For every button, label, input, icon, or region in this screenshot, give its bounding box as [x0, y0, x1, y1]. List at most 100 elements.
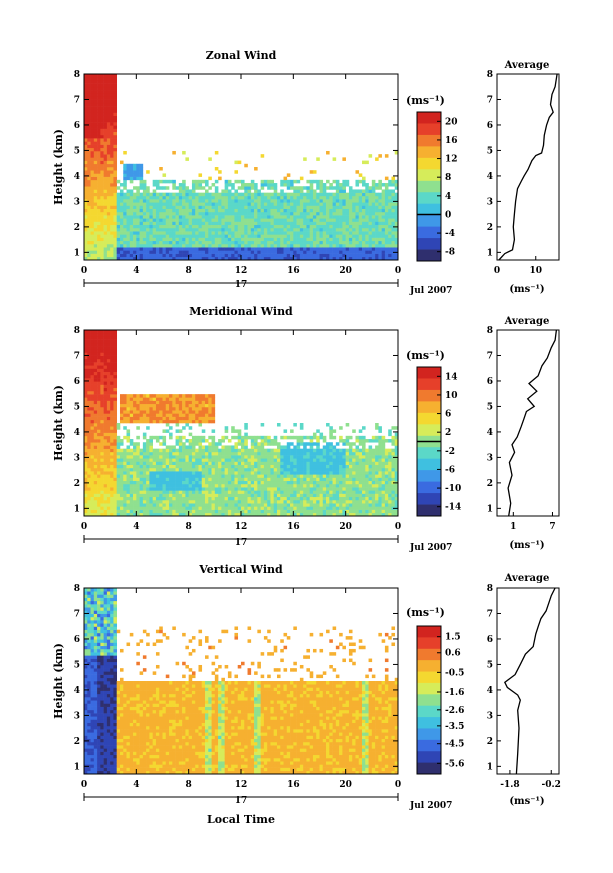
zonal-wind-cell [188, 250, 193, 254]
meridional-wind-cell [221, 461, 225, 465]
zonal-wind-profile-y-label: 7 [487, 95, 493, 105]
zonal-wind-cell [237, 208, 242, 213]
meridional-wind-cell [110, 419, 114, 424]
meridional-wind-cell [129, 464, 134, 469]
zonal-wind-cell [110, 138, 114, 142]
zonal-wind-cell [348, 205, 353, 209]
meridional-wind-cell [247, 496, 252, 501]
meridional-wind-cell [296, 445, 301, 449]
zonal-wind-cell [119, 205, 124, 209]
zonal-wind-cell [254, 195, 258, 200]
meridional-wind-cell [136, 435, 140, 440]
zonal-wind-cell [306, 202, 310, 206]
zonal-wind-cell [241, 221, 245, 226]
meridional-wind-cell [178, 400, 183, 405]
zonal-wind-cell [211, 199, 216, 203]
zonal-wind-unit-label: (ms⁻¹) [406, 94, 445, 107]
meridional-wind-cell [224, 509, 229, 514]
meridional-wind-cell [129, 455, 134, 459]
zonal-wind-cell [299, 224, 304, 229]
meridional-wind-cell [90, 342, 95, 347]
meridional-wind-cell [110, 410, 114, 414]
zonal-wind-cell [149, 205, 153, 209]
zonal-wind-cell [388, 237, 392, 242]
meridional-wind-cell [221, 448, 225, 453]
zonal-wind-cell [316, 211, 320, 216]
zonal-wind-cell [123, 199, 127, 203]
zonal-wind-cell [110, 154, 114, 158]
meridional-wind-cell [267, 487, 271, 491]
zonal-wind-cell [165, 231, 170, 235]
meridional-wind-cell [201, 445, 206, 449]
zonal-wind-cell [362, 250, 366, 254]
meridional-wind-cell [90, 439, 95, 443]
meridional-wind-cell [113, 371, 118, 376]
zonal-wind-cell [100, 211, 104, 216]
zonal-wind-cell [159, 227, 163, 232]
zonal-wind-cell [106, 74, 111, 78]
zonal-wind-cell [263, 227, 268, 232]
zonal-wind-cell [348, 237, 353, 242]
zonal-wind-cell [358, 240, 363, 245]
meridional-wind-cell [263, 499, 268, 504]
meridional-wind-cell [296, 451, 301, 456]
meridional-wind-cell [169, 512, 173, 516]
zonal-wind-cell [103, 96, 108, 100]
zonal-wind-cell [231, 218, 235, 222]
zonal-wind-cell [276, 192, 281, 197]
zonal-wind-cell [309, 211, 314, 216]
zonal-wind-cell [391, 247, 396, 251]
meridional-wind-cell [90, 349, 95, 353]
zonal-wind-cell [155, 195, 160, 200]
meridional-wind-cell [100, 378, 104, 382]
meridional-wind-cell [106, 429, 111, 433]
zonal-wind-cell [87, 122, 91, 126]
zonal-wind-cell [205, 205, 209, 209]
meridional-wind-cell [175, 413, 180, 417]
meridional-wind-cell [254, 435, 258, 440]
zonal-wind-cell [116, 195, 121, 200]
zonal-wind-cell [136, 189, 140, 193]
zonal-wind-cell [378, 250, 382, 254]
meridional-wind-cell [191, 406, 196, 411]
zonal-wind-cell [97, 170, 101, 174]
zonal-wind-cell [339, 192, 343, 197]
meridional-wind-cell [218, 439, 222, 443]
zonal-wind-cell [283, 224, 288, 229]
meridional-wind-cell [254, 477, 258, 482]
zonal-wind-cell [276, 205, 281, 209]
zonal-wind-cell [280, 183, 284, 187]
meridional-wind-cell [152, 410, 157, 414]
zonal-wind-cell [322, 234, 327, 238]
zonal-wind-cell [205, 199, 209, 203]
zonal-wind-cell [172, 202, 176, 206]
meridional-wind-cell [169, 419, 173, 424]
zonal-wind-cell [283, 243, 288, 248]
zonal-wind-cell [172, 250, 176, 254]
meridional-wind-cell [241, 448, 245, 453]
zonal-wind-cell [280, 250, 284, 254]
meridional-wind-cell [221, 503, 225, 507]
meridional-wind-cell [231, 435, 235, 440]
meridional-wind-cell [100, 371, 104, 376]
zonal-wind-cell [129, 208, 134, 213]
meridional-wind-cell [87, 346, 91, 350]
meridional-wind-cell [250, 493, 255, 498]
zonal-wind-cell [87, 86, 91, 91]
zonal-wind-cell [283, 176, 288, 181]
zonal-wind-cell [110, 163, 114, 168]
meridional-wind-cell [133, 400, 137, 405]
meridional-wind-cell [178, 503, 183, 507]
meridional-wind-cell [126, 413, 131, 417]
meridional-wind-cell [139, 496, 144, 501]
zonal-wind-cell [306, 231, 310, 235]
meridional-wind-cell [175, 406, 180, 411]
meridional-wind-cell [178, 403, 183, 408]
zonal-wind-cell [178, 253, 183, 258]
meridional-wind-cell [191, 467, 196, 472]
meridional-wind-cell [110, 394, 114, 398]
zonal-wind-cell [231, 221, 235, 226]
meridional-wind-cell [162, 471, 167, 475]
zonal-wind-cell [221, 256, 225, 260]
meridional-wind-cell [90, 506, 95, 510]
